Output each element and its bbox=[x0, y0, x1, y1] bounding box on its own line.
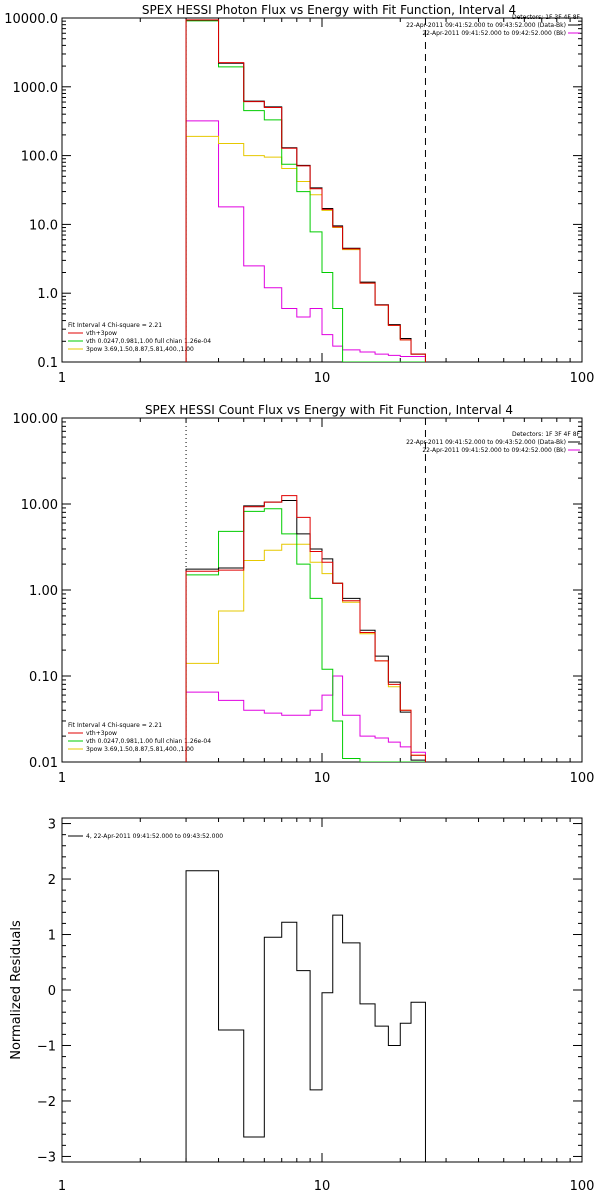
y-tick-label: −1 bbox=[37, 1039, 56, 1054]
legend-3pow: 3pow 3.69,1.50,8.87,5.81,400.,1.00 bbox=[86, 746, 194, 753]
y-tick-label: 1 bbox=[48, 929, 56, 944]
legend-vth: vth 0.0247,0.981,1.00 full chian 1.26e-0… bbox=[86, 338, 211, 345]
series-total-line bbox=[185, 499, 426, 762]
x-tick-label: 10 bbox=[314, 371, 331, 386]
legend-bottom-left: Fit Interval 4 Chi-square = 2.21 vth+3po… bbox=[68, 322, 211, 353]
legend-bk: 22-Apr-2011 09:41:52.000 to 09:42:52.000… bbox=[422, 447, 566, 454]
legend-vth-3pow: vth+3pow bbox=[86, 730, 117, 737]
series-bk-line bbox=[185, 675, 426, 762]
legend-bottom-left: Fit Interval 4 Chi-square = 2.21 vth+3po… bbox=[68, 722, 211, 753]
legend-data-bk: 22-Apr-2011 09:41:52.000 to 09:43:52.000… bbox=[406, 22, 566, 29]
residuals-panel: Normalized Residuals 4, 22-Apr-2011 09:4… bbox=[9, 817, 595, 1194]
y-tick-label: 100.0 bbox=[21, 150, 58, 165]
legend-fit-interval: Fit Interval 4 Chi-square = 2.21 bbox=[68, 722, 162, 729]
x-tick-label: 10 bbox=[314, 771, 331, 786]
y-tick-label: −2 bbox=[37, 1095, 56, 1110]
series-pow-line bbox=[185, 135, 426, 362]
x-tick-label: 1 bbox=[58, 771, 66, 786]
y-tick-label: 0.10 bbox=[29, 670, 58, 685]
y-tick-label: −3 bbox=[37, 1150, 56, 1165]
x-tick-label: 1 bbox=[58, 1179, 66, 1194]
y-tick-label: 1.0 bbox=[37, 287, 58, 302]
legend-interval: 4, 22-Apr-2011 09:41:52.000 to 09:43:52.… bbox=[86, 833, 223, 840]
legend-top-right: Detectors: 1F 3F 4F 8F 22-Apr-2011 09:41… bbox=[406, 14, 580, 37]
count-flux-title: SPEX HESSI Count Flux vs Energy with Fit… bbox=[145, 403, 513, 417]
residuals-y-label: Normalized Residuals bbox=[9, 920, 24, 1060]
legend-3pow: 3pow 3.69,1.50,8.87,5.81,400.,1.00 bbox=[86, 346, 194, 353]
legend-vth-3pow: vth+3pow bbox=[86, 330, 117, 337]
y-tick-label: 10000.0 bbox=[4, 12, 58, 27]
legend-detectors: Detectors: 1F 3F 4F 8F bbox=[512, 431, 581, 438]
x-tick-label: 10 bbox=[314, 1179, 331, 1194]
series-vth-3pow-line bbox=[185, 19, 426, 362]
count-flux-panel: SPEX HESSI Count Flux vs Energy with Fit… bbox=[13, 403, 595, 786]
y-tick-label: 0 bbox=[48, 984, 56, 999]
series-bk-line bbox=[185, 120, 426, 362]
x-tick-label: 100 bbox=[570, 371, 595, 386]
y-tick-label: 0.01 bbox=[29, 756, 58, 771]
y-tick-label: 3 bbox=[48, 818, 56, 833]
series-pow-line bbox=[185, 543, 426, 762]
y-tick-label: 10.0 bbox=[29, 218, 58, 233]
y-tick-label: 1.00 bbox=[29, 584, 58, 599]
photon-flux-title: SPEX HESSI Photon Flux vs Energy with Fi… bbox=[142, 3, 516, 17]
y-tick-label: 10.00 bbox=[21, 498, 58, 513]
legend-top-right: Detectors: 1F 3F 4F 8F 22-Apr-2011 09:41… bbox=[406, 431, 580, 454]
legend-fit-interval: Fit Interval 4 Chi-square = 2.21 bbox=[68, 322, 162, 329]
residuals-legend: 4, 22-Apr-2011 09:41:52.000 to 09:43:52.… bbox=[86, 833, 223, 840]
x-tick-label: 100 bbox=[570, 1179, 595, 1194]
series-total-line bbox=[185, 19, 426, 362]
legend-bk: 22-Apr-2011 09:41:52.000 to 09:42:52.000… bbox=[422, 30, 566, 37]
series-vth-line bbox=[185, 508, 426, 762]
y-tick-label: 2 bbox=[48, 873, 56, 888]
x-tick-label: 100 bbox=[570, 771, 595, 786]
plot-frame bbox=[61, 817, 583, 1163]
x-tick-label: 1 bbox=[58, 371, 66, 386]
legend-vth: vth 0.0247,0.981,1.00 full chian 1.26e-0… bbox=[86, 738, 211, 745]
y-tick-label: 100.00 bbox=[13, 412, 59, 427]
y-tick-label: 0.1 bbox=[37, 356, 58, 371]
y-tick-label: 1000.0 bbox=[13, 81, 59, 96]
series-vth-line bbox=[185, 20, 426, 362]
legend-data-bk: 22-Apr-2011 09:41:52.000 to 09:43:52.000… bbox=[406, 439, 566, 446]
series-total-line bbox=[185, 870, 426, 1162]
photon-flux-panel: SPEX HESSI Photon Flux vs Energy with Fi… bbox=[4, 3, 594, 386]
series-vth-3pow-line bbox=[185, 495, 426, 762]
